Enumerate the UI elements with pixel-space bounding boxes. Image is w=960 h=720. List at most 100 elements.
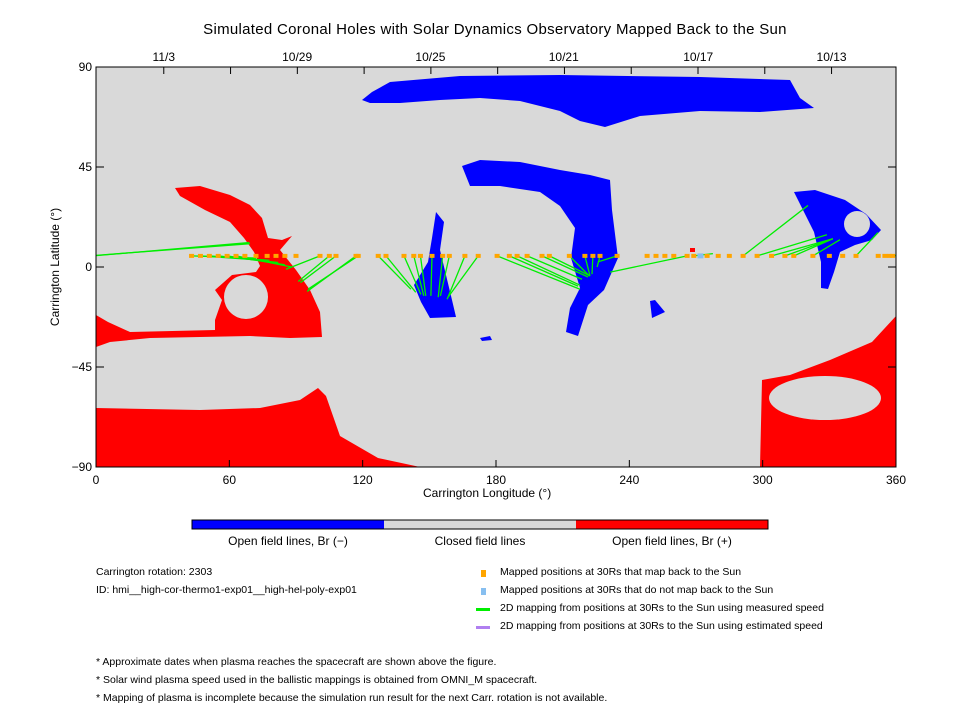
open-negative-region-fork: [414, 212, 456, 318]
mapping-line-22: [430, 255, 433, 296]
closed-island-west: [224, 275, 268, 319]
mapped-position-58: [886, 253, 892, 258]
date-label: 10/17: [683, 50, 713, 64]
mapped-position-54: [840, 253, 846, 258]
mapping-line-17: [377, 255, 412, 290]
mapping-line-47: [742, 204, 809, 257]
mapping-line-16: [307, 255, 359, 290]
colorbar-label-closed: Closed field lines: [434, 534, 526, 548]
mapping-line-25: [446, 255, 466, 300]
mapped-position-1: [197, 253, 203, 258]
open-negative-region-tiny: [480, 336, 492, 341]
mapping-line-30: [526, 255, 583, 280]
mapped-position-59: [890, 253, 896, 258]
mapped-position-41: [671, 253, 677, 258]
legend-square-icon: [481, 588, 486, 595]
mapping-line-21: [419, 255, 427, 296]
mapping-line-32: [549, 255, 591, 277]
mapped-position-50: [782, 253, 788, 258]
mapping-line-23: [437, 255, 444, 298]
mapped-position-27: [494, 253, 500, 258]
colorbar: [191, 519, 769, 530]
mapped-position-57: [882, 253, 888, 258]
mapped-position-52: [810, 253, 816, 258]
mapped-position-18: [383, 253, 389, 258]
mapped-position-48: [754, 253, 760, 258]
y-tick-label: 0: [85, 260, 92, 274]
unmapped-position-0: [697, 253, 704, 259]
mapped-position-39: [653, 253, 659, 258]
note-incomplete: * Mapping of plasma is incomplete becaus…: [96, 692, 608, 704]
mapped-position-23: [440, 253, 446, 258]
x-tick-label: 240: [619, 473, 639, 487]
mapped-position-16: [355, 253, 361, 258]
mapped-position-24: [446, 253, 452, 258]
mapping-line-33: [568, 255, 590, 277]
mapped-position-32: [546, 253, 552, 258]
mapped-position-34: [582, 253, 588, 258]
mapped-position-49: [769, 253, 775, 258]
mapped-position-14: [333, 253, 339, 258]
legend-label: Mapped positions at 30Rs that map back t…: [500, 566, 742, 578]
mapping-line-19: [403, 255, 422, 295]
x-tick-label: 0: [93, 473, 100, 487]
colorbar-negative: [192, 520, 384, 529]
mapped-position-21: [417, 253, 423, 258]
mapping-line-52: [812, 239, 841, 257]
x-tick-label: 60: [223, 473, 237, 487]
colorbar-label-positive: Open field lines, Br (+): [612, 534, 732, 548]
x-axis-label: Carrington Longitude (°): [423, 486, 552, 500]
legend-line-icon: [476, 626, 490, 629]
mapping-line-20: [413, 255, 425, 297]
date-label: 10/25: [415, 50, 445, 64]
mapped-position-43: [691, 253, 697, 258]
mapped-position-40: [662, 253, 668, 258]
mapped-position-11: [293, 253, 299, 258]
mapped-position-44: [704, 253, 710, 258]
colorbar-positive: [576, 520, 768, 529]
mapped-position-45: [715, 253, 721, 258]
mapped-position-29: [514, 253, 520, 258]
mapped-position-22: [429, 253, 435, 258]
x-tick-label: 120: [353, 473, 373, 487]
mapped-position-37: [614, 253, 620, 258]
mapping-line-59: [96, 241, 250, 257]
mapped-position-30: [524, 253, 530, 258]
y-tick-label: 45: [79, 160, 93, 174]
mapping-line-48: [756, 234, 828, 257]
x-tick-label: 360: [886, 473, 906, 487]
note-dates: * Approximate dates when plasma reaches …: [96, 656, 497, 668]
date-label: 10/21: [549, 50, 579, 64]
x-tick-label: 180: [486, 473, 506, 487]
mapping-line-42: [610, 255, 688, 273]
open-negative-region-north: [362, 75, 814, 127]
legend-line-icon: [476, 608, 490, 611]
mapped-position-33: [566, 253, 572, 258]
mapped-position-35: [590, 253, 596, 258]
mapping-line-49: [771, 238, 834, 257]
mapping-line-35: [591, 255, 594, 275]
legend-label: Mapped positions at 30Rs that do not map…: [500, 584, 774, 596]
date-label: 11/3: [153, 50, 176, 64]
mapped-position-53: [826, 253, 832, 258]
mapping-line-37: [597, 255, 618, 263]
mapped-position-17: [375, 253, 381, 258]
mapping-line-26: [447, 255, 479, 298]
mapped-position-42: [684, 253, 690, 258]
y-axis-label: Carrington Latitude (°): [48, 207, 62, 327]
mapped-position-0: [189, 253, 195, 258]
mapping-line-13: [297, 255, 330, 282]
chart-title: Simulated Coronal Holes with Solar Dynam…: [203, 21, 787, 38]
mapped-position-31: [539, 253, 545, 258]
mapping-line-18: [385, 255, 417, 293]
mapped-position-28: [506, 253, 512, 258]
mapped-position-2: [206, 253, 212, 258]
y-tick-label: −90: [72, 460, 93, 474]
mapping-line-55: [855, 232, 879, 257]
mapping-line-28: [509, 255, 579, 287]
open-positive-region-tiny: [690, 248, 695, 252]
mapping-line-51: [793, 238, 834, 257]
x-tick-label: 300: [753, 473, 773, 487]
mapped-position-10: [282, 253, 288, 258]
